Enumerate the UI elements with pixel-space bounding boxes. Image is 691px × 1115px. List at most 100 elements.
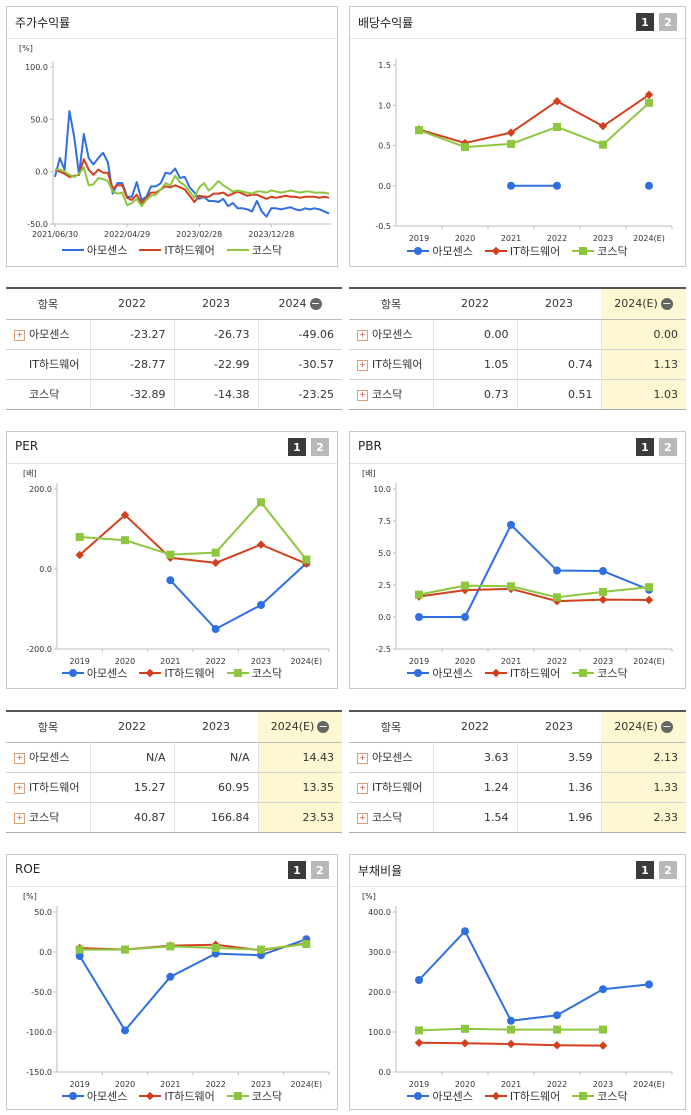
header-cell: 2024(E) − — [601, 287, 686, 320]
x-tick-label: 2021 — [501, 657, 521, 666]
legend-swatch — [572, 668, 595, 678]
header-cell: 2024− — [258, 287, 342, 320]
header-cell: 2024(E) − — [258, 710, 342, 743]
row-label: 코스닥 — [372, 388, 403, 401]
chart-legend: 아모센스 IT하드웨어 코스닥 — [7, 665, 337, 681]
plus-icon[interactable]: + — [14, 752, 25, 764]
x-tick-label: 2022 — [205, 1080, 225, 1089]
x-tick-label: 2022 — [205, 657, 225, 666]
tab-1[interactable]: 1 — [288, 438, 306, 456]
legend-label: IT하드웨어 — [164, 1090, 215, 1103]
table-cell: 60.95 — [173, 771, 258, 802]
legend-swatch — [139, 245, 162, 255]
y-tick-label: 10.0 — [373, 485, 391, 494]
data-point — [553, 1011, 561, 1020]
legend-label: 코스닥 — [251, 244, 283, 257]
legend-label: 아모센스 — [432, 1090, 473, 1103]
table-cell: 3.63 — [432, 741, 517, 772]
data-point — [415, 590, 423, 599]
legend-item: IT하드웨어 — [139, 1088, 215, 1104]
tab-1[interactable]: 1 — [636, 861, 654, 879]
data-point — [460, 1038, 470, 1048]
legend-label: 아모센스 — [86, 1090, 128, 1103]
y-tick-label: 0.0 — [378, 613, 391, 622]
legend-item: IT하드웨어 — [484, 243, 560, 259]
plus-icon[interactable]: + — [14, 812, 25, 824]
axis-unit-label: [%] — [23, 892, 37, 901]
y-tick-label: 0.0 — [35, 168, 48, 177]
data-point — [507, 181, 515, 190]
legend-label: 아모센스 — [86, 244, 128, 257]
per-panel: PER 1 2 [배] 200.0 0.0 -200.0 2019 2020 2021 202… — [6, 431, 338, 689]
data-point — [507, 1025, 515, 1034]
row-name: + 코스닥 — [349, 801, 433, 833]
row-label: IT하드웨어 — [372, 781, 423, 794]
plus-icon[interactable]: + — [14, 782, 25, 794]
plus-icon[interactable]: + — [357, 389, 368, 401]
plus-icon[interactable]: + — [357, 359, 368, 371]
row-label: 코스닥 — [29, 811, 60, 824]
tab-1[interactable]: 1 — [636, 13, 654, 31]
minus-icon[interactable]: − — [317, 720, 330, 734]
plus-icon[interactable]: + — [357, 782, 368, 794]
minus-icon[interactable]: − — [660, 297, 673, 311]
legend-swatch — [226, 668, 249, 678]
table-cell: 15.27 — [89, 771, 174, 802]
row-name: + 아모센스 — [6, 318, 90, 349]
minus-icon[interactable]: − — [309, 297, 322, 311]
data-point — [599, 140, 607, 149]
tab-2[interactable]: 2 — [311, 438, 329, 456]
legend-item: IT하드웨어 — [139, 665, 215, 681]
data-point — [75, 533, 84, 541]
header-label: 2024(E) — [614, 720, 658, 734]
series-line — [169, 562, 308, 630]
table-cell: -23.27 — [89, 318, 174, 349]
y-tick-label: 0.0 — [378, 1068, 391, 1077]
x-tick-label: 2020 — [115, 657, 135, 666]
row-label: 코스닥 — [372, 811, 403, 824]
tab-1[interactable]: 1 — [636, 438, 654, 456]
header-label: 2024 — [278, 297, 307, 311]
table-cell: 1.36 — [516, 771, 601, 802]
tab-2[interactable]: 2 — [659, 861, 677, 879]
series-line — [55, 166, 330, 208]
table-row: + 코스닥 0.73 0.51 1.03 — [349, 378, 686, 410]
y-tick-label: -2.5 — [375, 645, 391, 654]
table-cell: 1.96 — [516, 801, 601, 833]
tab-2[interactable]: 2 — [311, 861, 329, 879]
y-tick-label: 0.0 — [378, 182, 391, 191]
x-tick-label: 2024(E) — [633, 657, 665, 666]
data-point — [553, 122, 561, 131]
legend-label: 코스닥 — [597, 667, 628, 680]
data-point — [507, 139, 515, 148]
pbr-chart: [배] 10.0 7.5 5.0 2.5 0.0 -2.5 2019 2020 2021 2022 2… — [362, 469, 673, 666]
legend-item: 코스닥 — [226, 665, 282, 681]
table-row: IT하드웨어 -28.77 -22.99 -30.57 — [6, 348, 342, 379]
debt-ratio-panel: 부채비율 1 2 [%] 400.0 300.0 200.0 100.0 0.0 2019 2… — [349, 854, 686, 1110]
legend-item: 코스닥 — [226, 1088, 282, 1104]
legend-swatch — [484, 668, 507, 678]
data-point — [415, 126, 423, 135]
series-line — [78, 938, 307, 1032]
tab-2[interactable]: 2 — [659, 13, 677, 31]
data-point — [211, 548, 220, 557]
plus-icon[interactable]: + — [357, 329, 368, 341]
x-tick-label: 2023 — [251, 657, 271, 666]
plus-icon[interactable]: + — [357, 752, 368, 764]
row-label: IT하드웨어 — [29, 781, 80, 794]
minus-icon[interactable]: − — [660, 720, 673, 734]
data-point — [121, 945, 129, 954]
row-label: 아모센스 — [372, 751, 413, 764]
tab-1[interactable]: 1 — [288, 861, 306, 879]
data-point — [166, 972, 175, 981]
table-cell: 166.84 — [173, 801, 258, 833]
row-name: + 코스닥 — [349, 378, 433, 410]
x-tick-label: 2020 — [115, 1080, 135, 1089]
plus-icon[interactable]: + — [357, 812, 368, 824]
header-cell: 2022 — [433, 287, 517, 320]
legend-item: 아모센스 — [61, 665, 127, 681]
tab-2[interactable]: 2 — [659, 438, 677, 456]
y-tick-label: 100.0 — [25, 63, 48, 72]
table-cell: -28.77 — [89, 348, 174, 379]
plus-icon[interactable]: + — [14, 329, 25, 341]
